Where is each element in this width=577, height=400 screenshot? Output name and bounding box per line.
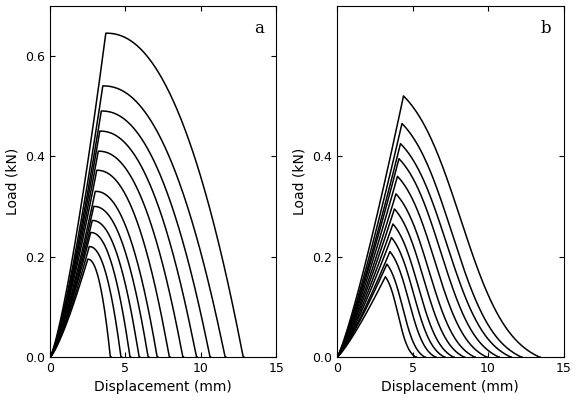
X-axis label: Displacement (mm): Displacement (mm) (381, 380, 519, 394)
X-axis label: Displacement (mm): Displacement (mm) (94, 380, 232, 394)
Y-axis label: Load (kN): Load (kN) (293, 148, 306, 215)
Text: b: b (541, 20, 552, 37)
Text: a: a (254, 20, 264, 37)
Y-axis label: Load (kN): Load (kN) (6, 148, 20, 215)
